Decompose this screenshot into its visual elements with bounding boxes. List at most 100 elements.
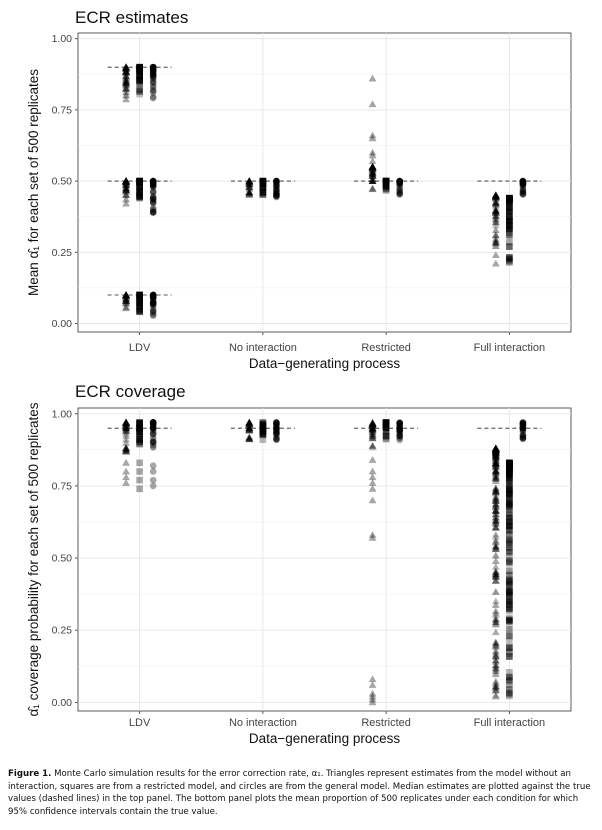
panel-2-point-square [506, 481, 513, 488]
panel-1-point-square [136, 302, 143, 309]
panel-2-point-square [506, 511, 513, 518]
panel-2-point-circle [396, 419, 403, 427]
panel-1-median-square [136, 63, 143, 71]
panel-1-point-square [506, 217, 513, 224]
panel-2-point-square [506, 471, 513, 479]
panel-1-point-triangle [122, 85, 130, 93]
panel-2-point-triangle [491, 691, 500, 699]
panel-1-point-triangle [491, 193, 500, 201]
panel-2-point-triangle [491, 661, 500, 669]
panel-1-point-circle [519, 188, 527, 196]
panel-2-plot-area [77, 407, 572, 712]
panel-1-point-triangle [491, 209, 500, 217]
panel-2-point-triangle [491, 444, 500, 452]
panel-2-point-square [506, 617, 513, 625]
panel-2-point-square [506, 463, 513, 471]
panel-1-point-circle [149, 196, 157, 203]
panel-2-point-square [506, 479, 513, 486]
panel-2-point-square [506, 527, 513, 535]
panel-1-point-triangle [491, 191, 500, 199]
panel-1-point-circle [149, 299, 157, 307]
panel-2-point-triangle [491, 642, 500, 650]
panel-2-point-circle [519, 419, 527, 426]
panel-2-point-circle [396, 432, 403, 440]
panel-1-point-square [136, 185, 143, 192]
panel-1-point-circle [149, 199, 157, 207]
panel-1-point-circle [149, 207, 157, 215]
panel-2-point-square [506, 517, 513, 525]
panel-1-point-square [259, 188, 267, 196]
panel-1-point-triangle [122, 299, 130, 306]
panel-2-median-circle [519, 424, 527, 432]
panel-1-point-circle [149, 301, 157, 308]
panel-2-point-triangle [122, 473, 130, 481]
panel-2-point-triangle [491, 445, 500, 452]
panel-2-point-square [506, 530, 513, 538]
panel-1-point-triangle [491, 226, 500, 234]
panel-1-point-circle [149, 309, 157, 317]
panel-2-tick-label-x: Restricted [361, 717, 411, 729]
panel-2-point-circle [149, 419, 157, 426]
panel-2-point-triangle [122, 444, 130, 452]
panel-1-point-triangle [491, 191, 500, 199]
panel-1-point-circle [149, 208, 157, 216]
panel-2-point-triangle [491, 530, 500, 538]
panel-2-point-circle [273, 429, 280, 437]
panel-2-point-triangle [368, 418, 377, 426]
panel-1-point-square [136, 184, 143, 191]
panel-1-point-circle [519, 186, 527, 194]
panel-2-point-triangle [368, 428, 377, 436]
panel-2-point-circle [149, 419, 157, 426]
panel-1-point-circle [273, 193, 280, 201]
panel-2-point-square [506, 678, 513, 685]
panel-1-point-square [136, 69, 143, 76]
panel-1-point-triangle [122, 77, 130, 85]
panel-2-point-triangle [491, 518, 500, 526]
panel-1-point-triangle [122, 184, 130, 192]
panel-2-point-triangle [245, 419, 254, 427]
panel-1-point-circle [273, 190, 280, 198]
panel-1-point-triangle [368, 170, 377, 178]
panel-2-point-circle [149, 419, 157, 427]
panel-1-point-triangle [368, 157, 377, 165]
panel-1-plot-area [77, 32, 572, 333]
panel-1-point-square [136, 308, 143, 315]
panel-1-point-triangle [245, 191, 254, 198]
panel-1-points [122, 63, 527, 320]
panel-2-point-square [506, 462, 513, 469]
panel-1-point-triangle [122, 297, 130, 305]
panel-1-point-circle [149, 82, 157, 89]
panel-1-point-square [136, 182, 143, 190]
panel-1-point-square [506, 223, 513, 230]
panel-2-point-square [382, 432, 390, 440]
panel-2-point-square [382, 419, 390, 426]
panel-2-tick-label-y: 0.00 [52, 697, 73, 709]
panel-1-point-circle [149, 195, 157, 203]
panel-1-point-square [506, 195, 513, 202]
panel-2-point-square [506, 547, 513, 555]
panel-2-point-triangle [491, 472, 500, 480]
panel-1-point-square [506, 205, 513, 212]
panel-2-point-square [506, 539, 513, 547]
panel-2-point-triangle [491, 444, 500, 452]
panel-1-point-triangle [122, 297, 130, 304]
panel-1-point-square [136, 295, 143, 303]
panel-2-point-triangle [491, 475, 500, 482]
panel-1-point-circle [149, 75, 157, 83]
panel-2-point-square [506, 632, 513, 640]
panel-1-point-square [136, 305, 143, 313]
panel-2-point-triangle [491, 562, 500, 570]
panel-2-point-square [382, 419, 390, 427]
panel-2-point-circle [149, 435, 157, 442]
panel-2-point-triangle [491, 467, 500, 474]
panel-2-point-square [506, 459, 513, 467]
panel-1-point-triangle [368, 169, 377, 176]
panel-2-point-square [382, 419, 390, 427]
panel-1-point-circle [149, 309, 157, 316]
panel-2-point-circle [273, 430, 280, 437]
panel-1-point-triangle [491, 236, 500, 244]
panel-1-point-square [259, 190, 267, 198]
panel-2-point-triangle [245, 435, 254, 443]
panel-1-point-square [136, 297, 143, 305]
panel-2-point-square [506, 558, 513, 566]
